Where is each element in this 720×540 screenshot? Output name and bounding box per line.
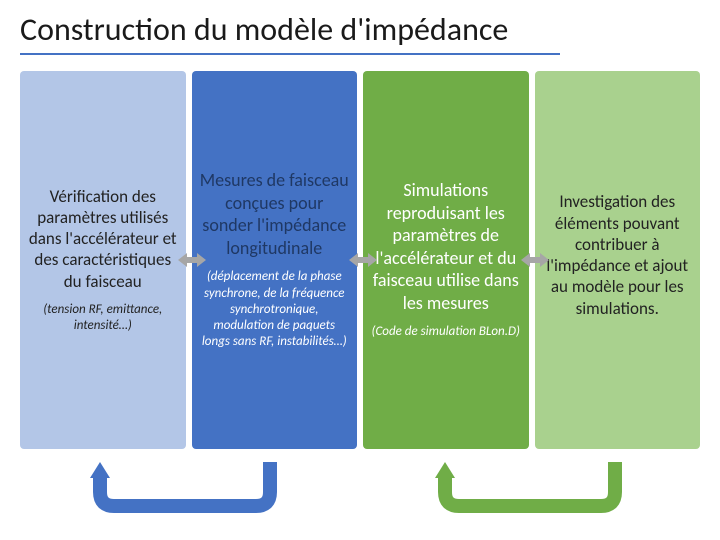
page-title: Construction du modèle d'impédance	[0, 0, 720, 53]
columns-container: Vérification des paramètres utilisés dan…	[0, 71, 720, 449]
column-main-text: Mesures de faisceau conçues pour sonder …	[200, 169, 350, 259]
feedback-loops	[20, 462, 700, 526]
title-underline	[20, 53, 560, 55]
column-main-text: Investigation des éléments pouvant contr…	[543, 191, 693, 319]
double-arrow-icon	[521, 251, 549, 269]
column-investigation: Investigation des éléments pouvant contr…	[535, 71, 701, 449]
double-arrow-icon	[178, 251, 206, 269]
column-simulations: Simulations reproduisant les paramètres …	[363, 71, 529, 449]
column-sub-text: (déplacement de la phase synchrone, de l…	[200, 269, 350, 350]
column-main-text: Vérification des paramètres utilisés dan…	[28, 186, 178, 292]
column-measurements: Mesures de faisceau conçues pour sonder …	[192, 71, 358, 449]
column-sub-text: (Code de simulation BLon.D)	[371, 324, 521, 340]
column-main-text: Simulations reproduisant les paramètres …	[371, 179, 521, 314]
column-sub-text: (tension RF, emittance, intensité…)	[28, 302, 178, 335]
double-arrow-icon	[349, 251, 377, 269]
column-verification: Vérification des paramètres utilisés dan…	[20, 71, 186, 449]
